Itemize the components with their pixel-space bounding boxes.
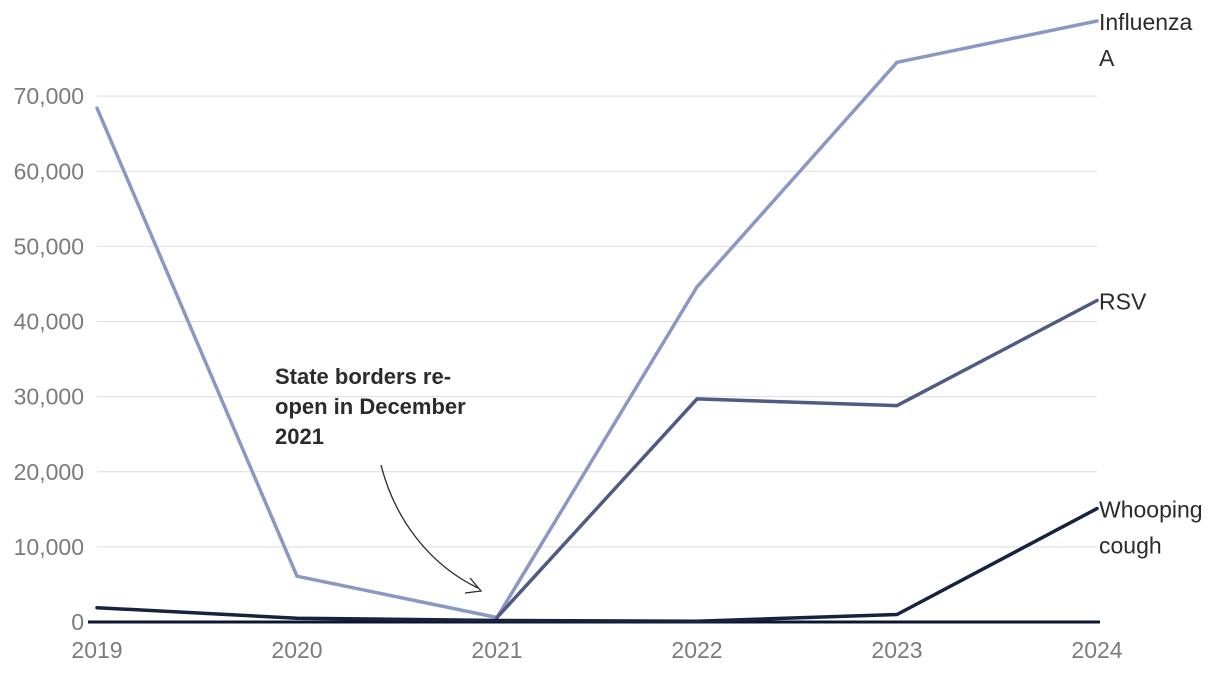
series-line-influenza-a (95, 19, 1099, 620)
series-label: Influenza (1099, 9, 1193, 35)
annotation-line: 2021 (275, 424, 324, 449)
annotation-line: open in December (275, 394, 466, 419)
y-tick-label: 0 (71, 609, 84, 635)
y-axis: 0 10,000 20,000 30,000 40,000 50,000 60,000 70,… (14, 83, 84, 635)
x-tick-label: 2022 (671, 637, 722, 663)
series-label: Whooping (1099, 497, 1203, 523)
x-tick-label: 2023 (871, 637, 922, 663)
y-tick-label: 10,000 (14, 534, 84, 560)
y-tick-label: 60,000 (14, 158, 84, 184)
series-label: RSV (1099, 288, 1147, 314)
x-axis: 2019 2020 2021 2022 2023 2024 (71, 637, 1122, 663)
annotation-text: State borders re-open in December 2021 (275, 364, 466, 449)
x-tick-label: 2021 (471, 637, 522, 663)
series-label: cough (1099, 533, 1162, 559)
x-tick-label: 2019 (71, 637, 122, 663)
y-tick-label: 70,000 (14, 83, 84, 109)
gridlines (88, 95, 1100, 624)
y-tick-label: 20,000 (14, 459, 84, 485)
series-label: A (1099, 45, 1115, 71)
series-line-whooping-cough (95, 506, 1099, 623)
y-tick-label: 40,000 (14, 309, 84, 335)
series-lines (95, 19, 1099, 623)
x-tick-label: 2020 (271, 637, 322, 663)
y-tick-label: 30,000 (14, 384, 84, 410)
y-tick-label: 50,000 (14, 233, 84, 259)
annotation-arrow (380, 464, 479, 589)
series-labels: Influenza A RSV Whooping cough (1099, 9, 1203, 559)
x-tick-label: 2024 (1071, 637, 1122, 663)
annotation-line: State borders re- (275, 364, 451, 389)
annotation-arrowhead (464, 577, 483, 594)
series-line-rsv (495, 298, 1099, 620)
annotation: State borders re-open in December 2021 (275, 364, 483, 594)
